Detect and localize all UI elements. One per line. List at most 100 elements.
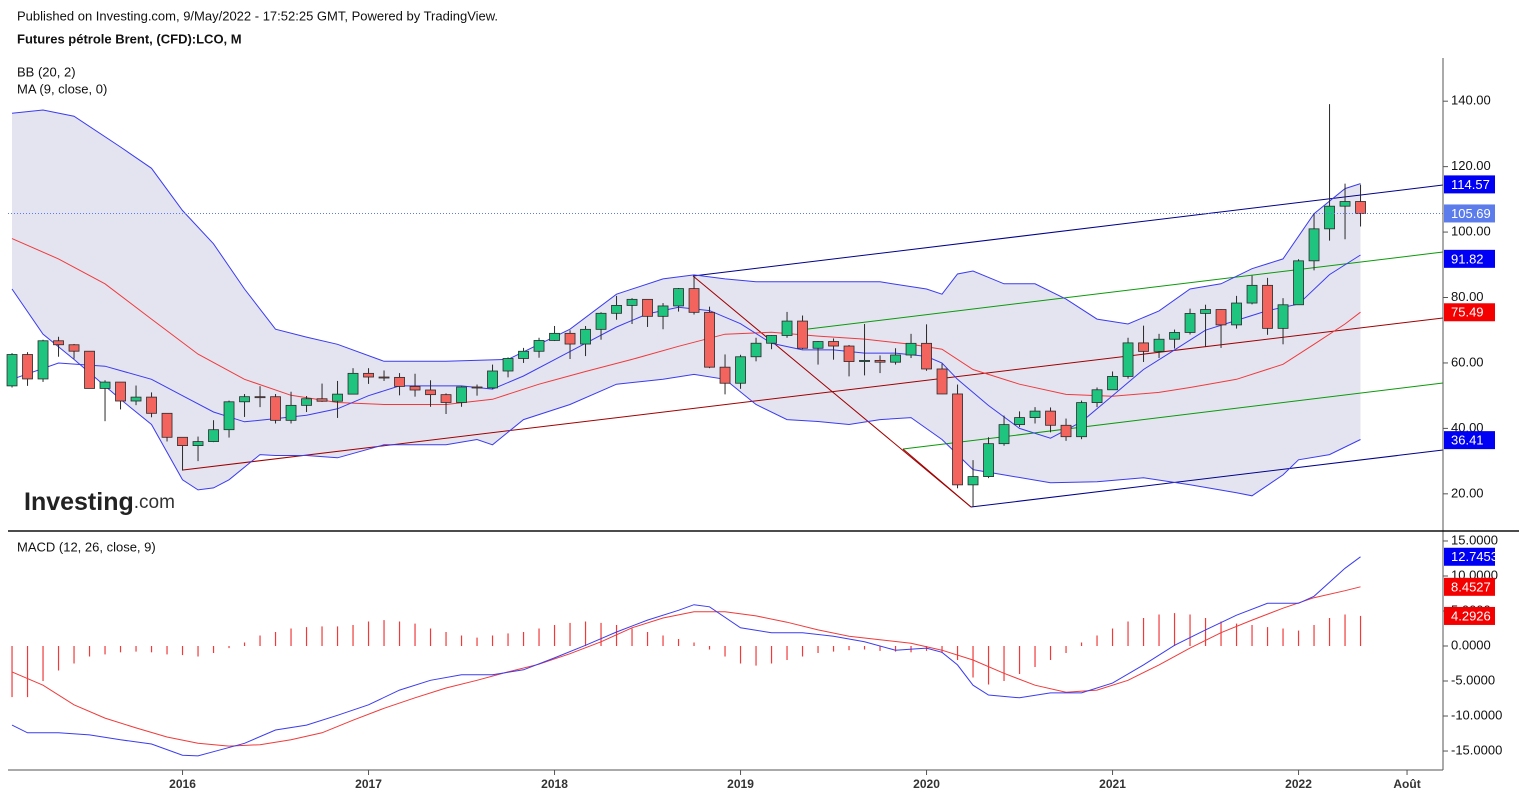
candle-body: [332, 393, 343, 402]
price-marker-label: 4.2926: [1451, 608, 1491, 623]
trend-line: [692, 184, 1444, 277]
logo: Investing.com: [24, 488, 175, 516]
candle-body: [1277, 304, 1289, 329]
candle-body: [68, 344, 80, 352]
candle-body: [192, 441, 204, 447]
candle-body: [1029, 410, 1041, 418]
y-tick-label: -5.0000: [1451, 672, 1495, 687]
candle-body: [1014, 417, 1025, 426]
macd-line: [11, 556, 1361, 757]
candle-body: [642, 298, 653, 317]
candle-body: [1215, 309, 1227, 326]
candle-body: [936, 368, 948, 395]
candle-body: [1246, 284, 1258, 304]
trend-line: [902, 382, 1444, 450]
x-tick-label: Août: [1393, 777, 1420, 791]
price-marker: [1444, 249, 1495, 268]
candle-body: [208, 429, 219, 442]
candle-body: [983, 443, 994, 477]
indicator-label: MACD (12, 26, close, 9): [17, 539, 156, 554]
candle-body: [130, 396, 142, 402]
bb-upper-line: [11, 109, 1361, 362]
candle-body: [704, 311, 715, 368]
candle-body: [859, 359, 870, 362]
candle-body: [1262, 284, 1273, 329]
candle-body: [580, 328, 591, 345]
candle-body: [239, 396, 250, 403]
y-tick-label: 120.00: [1451, 158, 1491, 173]
candle-body: [688, 288, 700, 313]
y-tick-label: 140.00: [1451, 93, 1491, 108]
price-marker: [1444, 577, 1495, 596]
candle-body: [812, 341, 824, 349]
candle-body: [626, 298, 638, 306]
candle-body: [394, 376, 405, 387]
y-tick-label: 80.00: [1451, 289, 1484, 304]
candle-body: [1045, 410, 1056, 426]
price-marker: [1444, 431, 1495, 450]
candle-body: [177, 436, 188, 447]
band-fill: [12, 110, 1361, 496]
candle-body: [440, 394, 452, 403]
candle-body: [254, 396, 266, 399]
trend-line: [692, 275, 972, 508]
price-marker: [1444, 303, 1495, 322]
candle-body: [1324, 205, 1335, 230]
candle-body: [1293, 260, 1304, 306]
marks-layer: 20.00 40.00 60.00 80.00 100.00 120.00 140.00 11…: [6, 93, 1502, 791]
candle-body: [347, 372, 359, 395]
price-marker: [1444, 606, 1495, 625]
y-tick-label: 60.00: [1451, 354, 1484, 369]
x-tick-label: 2018: [541, 777, 568, 791]
candle-body: [564, 332, 576, 345]
logo-main: Investing: [24, 488, 134, 516]
candle-body: [84, 350, 95, 389]
candle-body: [797, 320, 808, 349]
y-tick-label: 100.00: [1451, 224, 1491, 239]
candle-body: [533, 340, 545, 352]
x-tick-label: 2020: [913, 777, 940, 791]
bb-lower-line: [11, 288, 1361, 497]
candle-body: [611, 304, 622, 314]
candle-body: [456, 386, 467, 403]
candle-body: [967, 476, 979, 486]
candle-body: [487, 370, 498, 389]
candle-body: [1231, 302, 1242, 326]
candle-body: [735, 356, 746, 384]
candle-body: [1184, 313, 1196, 333]
trend-line: [902, 448, 972, 508]
band-layer: [12, 110, 1361, 496]
candle-body: [53, 340, 64, 346]
candle-body: [161, 412, 173, 438]
candle-body: [549, 332, 560, 341]
candle-body: [37, 340, 49, 380]
price-marker-label: 36.41: [1451, 433, 1484, 448]
x-tick-label: 2017: [355, 777, 382, 791]
candle-body: [921, 342, 932, 370]
y-tick-label: 0.0000: [1451, 637, 1491, 652]
candle-body: [673, 288, 684, 307]
candle-body: [285, 404, 297, 421]
candle-body: [750, 342, 762, 358]
candle-body: [595, 312, 607, 330]
candle-body: [657, 305, 669, 317]
trend-line: [799, 251, 1444, 331]
indicator-label: BB (20, 2): [17, 64, 76, 79]
candle-body: [1107, 376, 1118, 391]
candle-body: [1060, 424, 1072, 438]
indicator-label: MA (9, close, 0): [17, 81, 107, 96]
candle-body: [766, 335, 777, 344]
candle-body: [115, 381, 126, 402]
candle-body: [471, 386, 483, 389]
price-marker: [1444, 547, 1495, 566]
candle-body: [1076, 402, 1087, 438]
candle-body: [223, 401, 235, 431]
candle-body: [1339, 201, 1351, 207]
candle-body: [1169, 332, 1180, 340]
candle-body: [316, 398, 328, 402]
candle-body: [874, 359, 886, 363]
subtitle: Published on Investing.com, 9/May/2022 -…: [17, 8, 498, 23]
x-tick-label: 2022: [1285, 777, 1312, 791]
price-marker: [1444, 204, 1495, 223]
